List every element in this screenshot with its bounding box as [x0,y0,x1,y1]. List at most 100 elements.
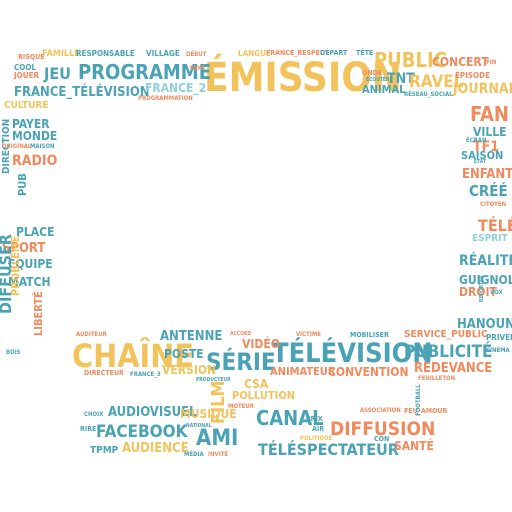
word-service_public: SERVICE_PUBLIC [404,329,488,340]
word-convention: CONVENTION [328,365,409,379]
word-politique: POLITIQUE [300,435,333,442]
word-prix: PRIX [306,415,323,423]
word-csa: CSA [244,377,269,391]
word-place: PLACE [16,225,55,239]
word-radio: RADIO [12,153,58,169]
word-bois: BOIS [6,349,21,356]
word-tele: TÉLÉ [478,216,512,235]
word-concert: CONCERT [432,55,489,69]
word-programme: PROGRAMME [78,60,211,84]
word-serie: SÉRIE [206,348,276,376]
word-ville: VILLE [473,125,507,139]
word-musique: MUSIQUE [180,407,237,421]
word-depart: DÉPART [320,49,348,57]
word-accord: ACCORD [230,331,252,337]
word-cinema: CINÉMA [486,347,510,354]
word-diffuser: DIFFUSER [0,234,15,314]
word-debut: DÉBUT [186,51,207,58]
word-canal: CANAL [256,406,324,430]
word-tete: TÊTE [356,49,374,57]
word-poste: POSTE [164,347,204,361]
word-chaine: CHAÎNE [72,337,194,375]
word-enfant: ENFANT [462,167,512,182]
word-animal: ANIMAL [362,83,406,96]
word-cree: CRÉÉ [469,182,508,200]
word-moteur: MOTEUR [228,403,254,410]
word-france_respect: FRANCE_RESPECT [266,49,329,57]
word-sante: SANTÉ [394,439,434,453]
word-langue: LANGUE [238,49,271,58]
word-television: TÉLÉVISION [272,338,433,369]
word-football: FOOTBALL [415,384,422,416]
word-choix: CHOIX [84,411,104,418]
word-antenne: ANTENNE [160,329,223,344]
word-publicite: PUBLICITÉ [404,342,493,362]
word-diffusion: DIFFUSION [330,418,436,440]
word-con: CON [374,435,390,443]
word-fin: FIN [486,59,497,66]
word-national: NATIONAL [186,423,212,429]
word-monde: MONDE [12,129,58,143]
word-tpmp: TPMP [90,445,119,456]
word-jouer: JOUER [14,71,40,80]
word-france_television: FRANCE_TÉLÉVISION [14,85,150,100]
word-payer: PAYER [12,117,50,131]
word-ravel: RAVEL [409,72,464,92]
word-responsable: RESPONSABLE [76,49,135,58]
word-episode: ÉPISODE [455,71,491,80]
word-feu_amour: FEU_AMOUR [404,407,448,415]
word-victime: VICTIME [296,331,321,338]
word-ecouter: ÉCOUTER [366,77,390,83]
word-tf1: TF1 [473,139,499,155]
word-france_3: FRANCE_3 [130,371,161,378]
word-guignol: GUIGNOL [459,273,512,287]
word-programmation: PROGRAMMATION [138,95,193,102]
word-video: VIDÉO [242,337,280,351]
word-version: VERSION [162,363,217,377]
word-emission: ÉMISSION [204,55,402,101]
word-priver: PRIVER [486,333,512,342]
word-droit: DROIT [459,285,497,299]
word-risque: RISQUE [18,53,45,61]
word-liberte: LIBERTÉ [32,291,45,336]
word-invite: INVITÉ [208,451,229,458]
word-vox: VOX [490,289,503,296]
word-reporter: REPORTER [479,275,485,302]
word-animateur: ANIMATEUR [270,365,336,378]
word-culture: CULTURE [4,100,49,111]
word-realite: RÉALITÉ [459,253,512,269]
word-film: FILM [208,380,229,424]
word-auditeur: AUDITEUR [76,331,107,338]
word-esprit: ESPRIT [472,233,508,244]
word-mobiliser: MOBILISER [350,331,389,339]
word-media: MÉDIA [184,451,204,458]
word-sport: SPORT [2,241,46,256]
word-redevance: REDEVANCE [414,361,493,376]
word-audiovisuel: AUDIOVISUEL [108,405,197,420]
word-famille: FAMILLE [42,49,80,59]
word-match: MATCH [8,275,51,289]
word-hanouna: HANOUNA [457,317,512,332]
word-tnt: TNT [387,71,415,87]
word-ami: AMI [196,426,239,451]
word-rire: RIRE [80,425,97,433]
word-directeur: DIRECTEUR [84,369,124,377]
word-ecran: ÉCRAN [466,137,487,144]
word-feuilleton: FEUILLETON [418,375,456,382]
word-jeu: JEU [44,64,71,83]
word-equipe: ÉQUIPE [8,257,53,271]
word-onde: ONDE [362,69,383,77]
word-etat: ÉTAT [474,159,486,165]
word-air: AIR [312,425,325,433]
word-facebook: FACEBOOK [96,422,188,442]
word-audience: AUDIENCE [122,441,189,456]
word-village: VILLAGE [146,49,180,58]
word-pollution: POLLUTION [232,389,296,402]
word-reseau_social: RÉSEAU_SOCIAL [404,91,453,98]
word-journal: JOURNAL [453,81,512,97]
word-original: ORIGINAL [2,143,32,150]
word-fan: FAN [470,102,509,126]
word-public: PUBLIC [374,48,447,72]
word-telespectateur: TÉLÉSPECTATEUR [258,440,399,459]
